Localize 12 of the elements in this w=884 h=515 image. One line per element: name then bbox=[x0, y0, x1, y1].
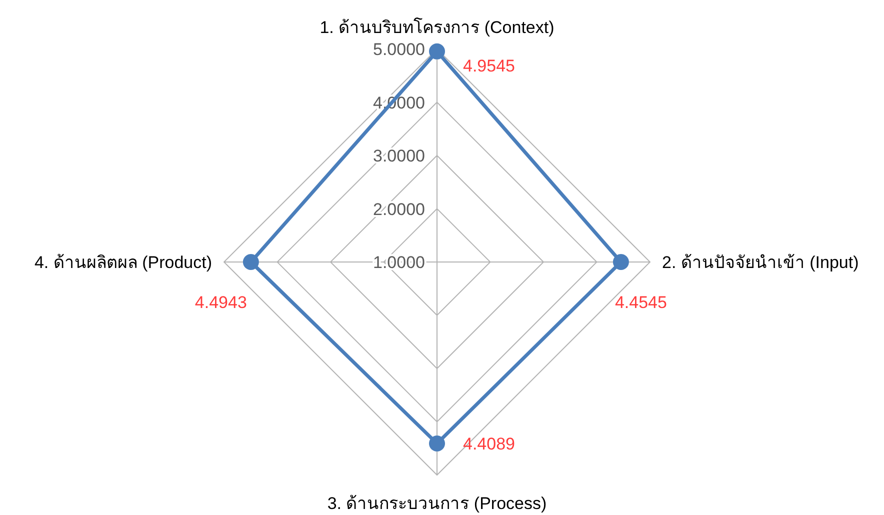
spoke-label: 1. ด้านบริบทโครงการ (Context) bbox=[320, 17, 554, 37]
y-tick-label: 3.0000 bbox=[373, 146, 425, 166]
spoke-label: 2. ด้านปัจจัยนำเข้า (Input) bbox=[662, 253, 859, 272]
y-tick-label: 1.0000 bbox=[373, 253, 425, 272]
y-tick-label: 5.0000 bbox=[373, 40, 425, 59]
data-label: 4.4089 bbox=[463, 434, 515, 454]
spoke-label: 4. ด้านผลิตผล (Product) bbox=[34, 253, 212, 272]
data-label: 4.4545 bbox=[614, 293, 667, 312]
y-tick-label: 2.0000 bbox=[373, 200, 425, 219]
spoke-label: 3. ด้านกระบวนการ (Process) bbox=[327, 494, 547, 513]
data-label: 4.9545 bbox=[463, 56, 515, 76]
data-label: 4.4943 bbox=[194, 293, 247, 312]
